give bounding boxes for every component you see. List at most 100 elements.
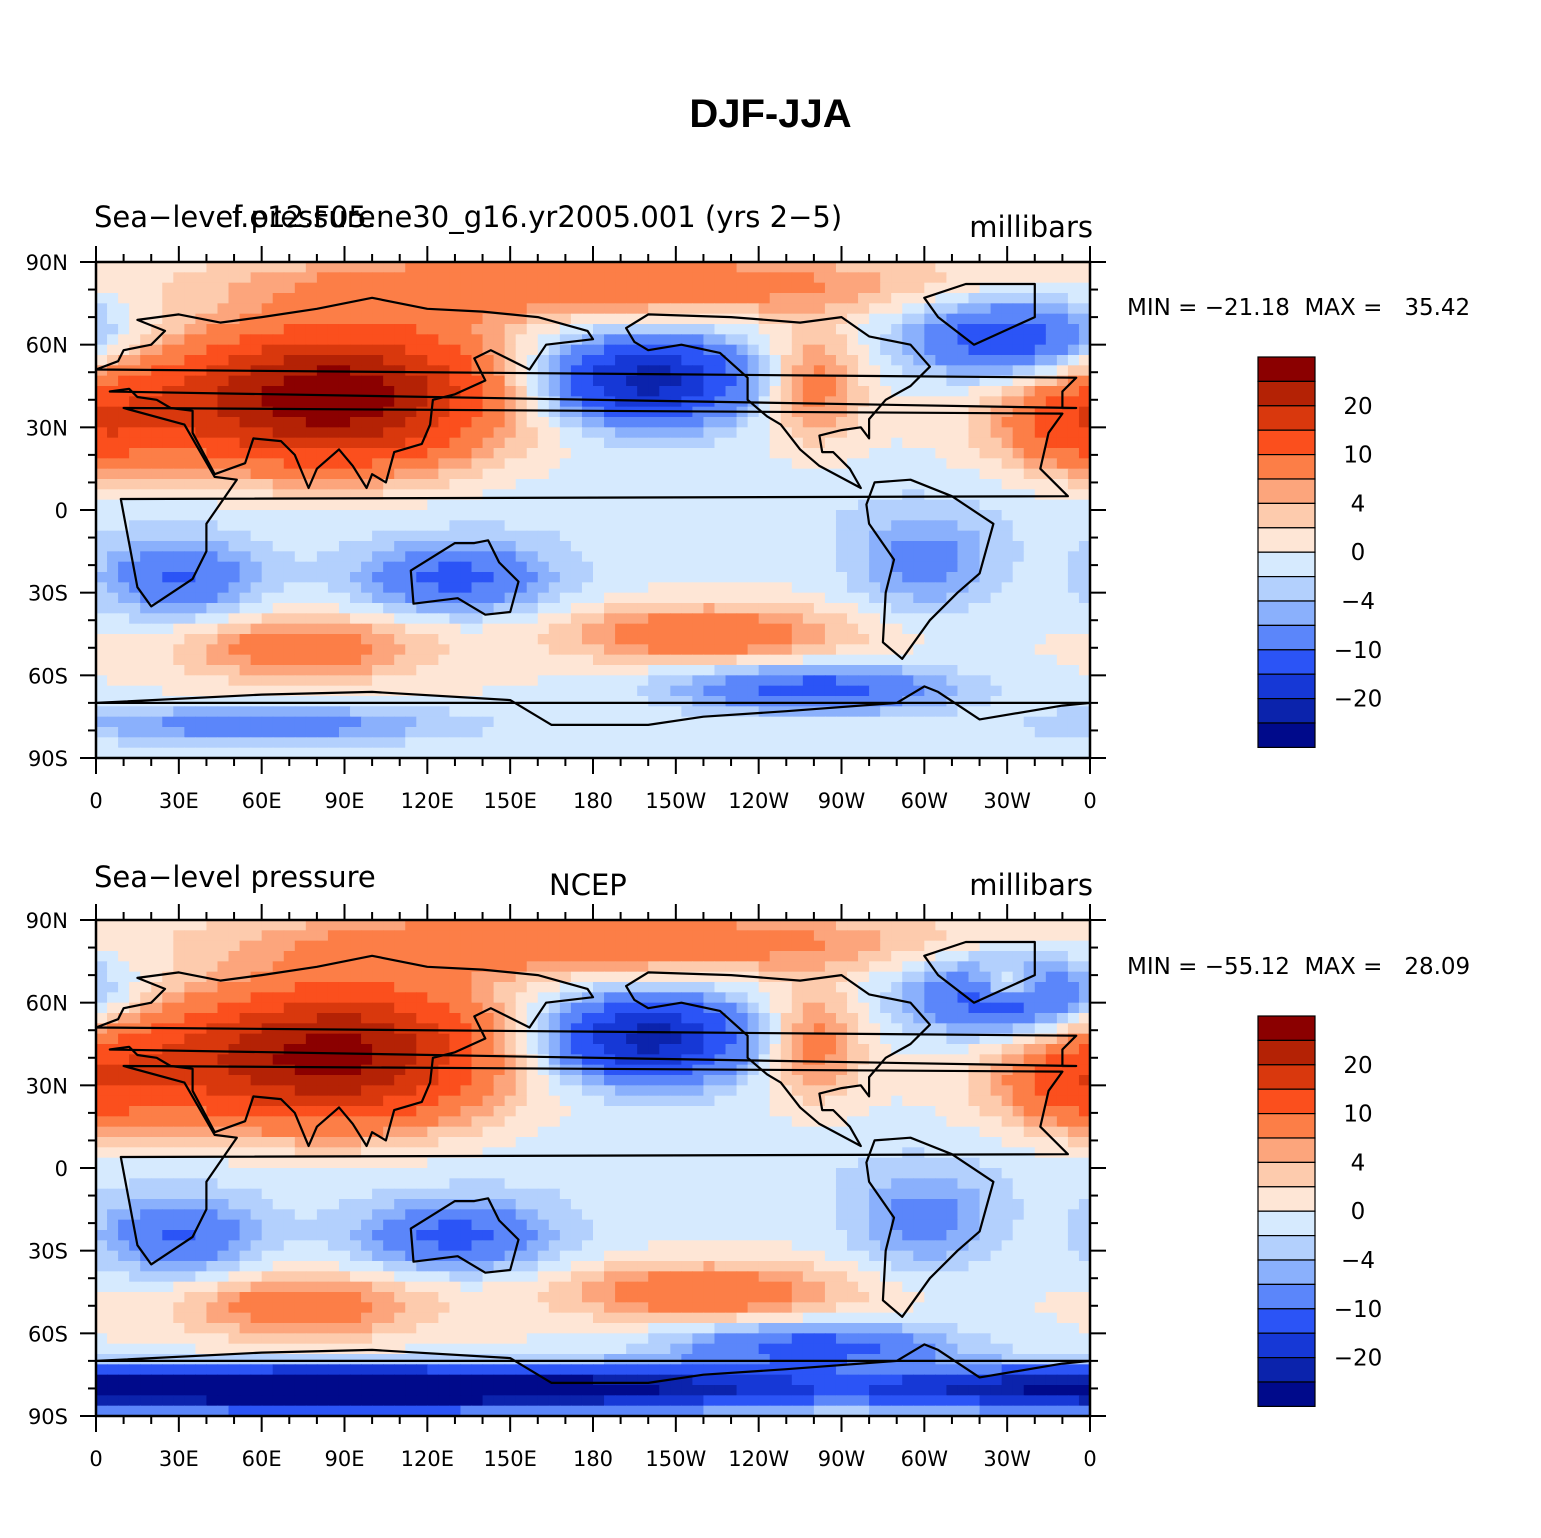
x-tick-label: 150E xyxy=(483,1447,536,1471)
panel1-ticks xyxy=(80,246,1106,774)
x-tick-label: 30E xyxy=(159,789,199,813)
colorbar-label: −10 xyxy=(1334,638,1383,664)
colorbar-swatch xyxy=(1257,649,1316,675)
colorbar-swatch xyxy=(1257,429,1316,456)
colorbar-swatch xyxy=(1257,1064,1316,1090)
y-tick-label: 90S xyxy=(28,747,68,771)
colorbar-swatch xyxy=(1257,722,1316,748)
x-tick-label: 0 xyxy=(89,789,102,813)
y-tick-label: 30N xyxy=(26,1074,68,1098)
panel2-variable-label: Sea−level pressure xyxy=(94,860,376,894)
colorbar-label: 4 xyxy=(1351,1150,1366,1176)
panel1-colorbar: 20 10 4 0 −4 −10 −20 xyxy=(1257,356,1383,748)
colorbar-swatch xyxy=(1257,380,1316,407)
x-tick-label: 60W xyxy=(901,789,949,813)
x-tick-label: 90W xyxy=(818,789,866,813)
panel2-map: 0 30E 60E 90E 120E 150E 180 150W 120W 90W 60W 30W 09… xyxy=(26,904,1106,1471)
colorbar-swatch xyxy=(1257,1283,1316,1310)
colorbar-label: 4 xyxy=(1351,491,1366,517)
colorbar-label: −20 xyxy=(1334,1346,1383,1372)
y-tick-label: 90S xyxy=(28,1405,68,1429)
colorbar-swatch xyxy=(1257,527,1316,553)
colorbar-swatch xyxy=(1257,502,1316,529)
panel2-ticks xyxy=(80,904,1106,1432)
colorbar-label: 20 xyxy=(1343,394,1372,420)
x-tick-label: 120W xyxy=(728,789,789,813)
panel2-coastlines xyxy=(94,940,1092,1385)
x-tick-label: 180 xyxy=(573,789,613,813)
panel2-minmax: MIN = −55.12 MAX = 28.09 xyxy=(1127,954,1471,980)
x-tick-label: 150E xyxy=(483,789,536,813)
colorbar-swatch xyxy=(1257,551,1316,578)
x-tick-label: 120E xyxy=(401,789,454,813)
colorbar-swatch xyxy=(1257,1015,1316,1041)
colorbar-swatch xyxy=(1257,1356,1316,1383)
colorbar-swatch xyxy=(1257,697,1316,724)
y-tick-label: 90N xyxy=(26,909,68,933)
y-tick-label: 60S xyxy=(28,664,68,688)
panel1-minmax: MIN = −21.18 MAX = 35.42 xyxy=(1127,295,1471,321)
y-tick-label: 60N xyxy=(26,992,68,1016)
x-tick-label: 90W xyxy=(818,1447,866,1471)
colorbar-label: −10 xyxy=(1334,1297,1383,1323)
x-tick-label: 60W xyxy=(901,1447,949,1471)
colorbar-swatch xyxy=(1257,1259,1316,1285)
colorbar-swatch xyxy=(1257,356,1316,382)
colorbar-swatch xyxy=(1257,1112,1316,1139)
colorbar-label: −4 xyxy=(1341,1248,1375,1274)
x-tick-label: 30E xyxy=(159,1447,199,1471)
colorbar-swatch xyxy=(1257,1210,1316,1237)
colorbar-swatch xyxy=(1257,1308,1316,1334)
panel2-contour-fill xyxy=(96,920,1091,1417)
x-tick-label: 0 xyxy=(1083,1447,1096,1471)
panel1-units-label: millibars xyxy=(969,210,1093,244)
x-tick-label: 0 xyxy=(89,1447,102,1471)
y-tick-label: 30S xyxy=(28,582,68,606)
colorbar-swatch xyxy=(1257,478,1316,504)
colorbar-swatch xyxy=(1257,1039,1316,1066)
x-tick-label: 90E xyxy=(325,789,365,813)
x-tick-label: 150W xyxy=(645,1447,706,1471)
panel1-coastlines xyxy=(94,282,1092,727)
y-tick-label: 30S xyxy=(28,1240,68,1264)
colorbar-label: 10 xyxy=(1343,443,1372,469)
x-tick-label: 60E xyxy=(242,1447,282,1471)
panel1-variable-label: Sea−level pressure xyxy=(94,200,376,234)
y-tick-label: 0 xyxy=(55,1157,68,1181)
panel2-source-label: NCEP xyxy=(549,868,627,902)
x-tick-label: 120W xyxy=(728,1447,789,1471)
panel1-map: 0 30E 60E 90E 120E 150E 180 150W 120W 90W 60W 30W 09… xyxy=(26,246,1106,813)
colorbar-swatch xyxy=(1257,454,1316,480)
colorbar-label: −4 xyxy=(1341,589,1375,615)
colorbar-label: 0 xyxy=(1351,540,1366,566)
x-tick-label: 60E xyxy=(242,789,282,813)
colorbar-swatch xyxy=(1257,1161,1316,1188)
colorbar-swatch xyxy=(1257,1088,1316,1115)
figure-title: DJF-JJA xyxy=(689,92,852,136)
panel2-units-label: millibars xyxy=(969,868,1093,902)
panel1-contour-fill xyxy=(96,262,1091,759)
colorbar-swatch xyxy=(1257,600,1316,626)
colorbar-swatch xyxy=(1257,624,1316,651)
colorbar-label: 20 xyxy=(1343,1053,1372,1079)
y-tick-label: 60S xyxy=(28,1322,68,1346)
x-tick-label: 150W xyxy=(645,789,706,813)
x-tick-label: 0 xyxy=(1083,789,1096,813)
y-tick-label: 0 xyxy=(55,499,68,523)
colorbar-swatch xyxy=(1257,575,1316,602)
colorbar-label: 0 xyxy=(1351,1199,1366,1225)
y-tick-label: 30N xyxy=(26,416,68,440)
colorbar-swatch xyxy=(1257,1186,1316,1212)
x-tick-label: 30W xyxy=(983,789,1031,813)
y-tick-label: 60N xyxy=(26,334,68,358)
colorbar-swatch xyxy=(1257,1381,1316,1407)
x-tick-label: 90E xyxy=(325,1447,365,1471)
x-tick-label: 180 xyxy=(573,1447,613,1471)
colorbar-swatch xyxy=(1257,673,1316,700)
x-tick-label: 120E xyxy=(401,1447,454,1471)
colorbar-swatch xyxy=(1257,1234,1316,1261)
x-tick-label: 30W xyxy=(983,1447,1031,1471)
y-tick-label: 90N xyxy=(26,251,68,275)
panel2-colorbar: 20 10 4 0 −4 −10 −20 xyxy=(1257,1015,1383,1407)
